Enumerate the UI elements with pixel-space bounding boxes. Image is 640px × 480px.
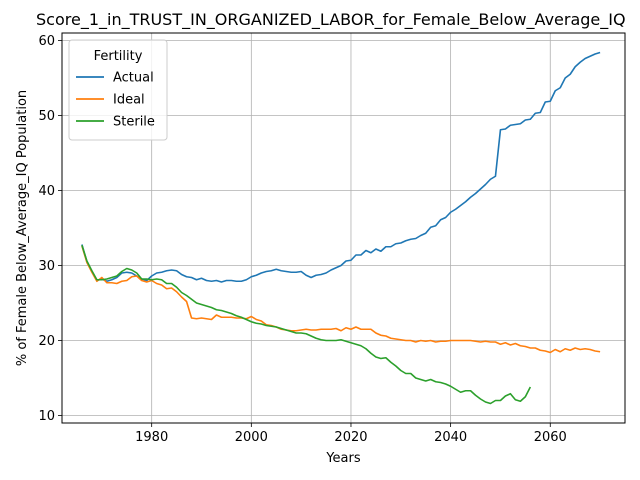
x-tick-label: 2000 xyxy=(235,430,268,445)
chart-title: Score_1_in_TRUST_IN_ORGANIZED_LABOR_for_… xyxy=(36,10,626,30)
y-tick-label: 30 xyxy=(38,259,55,274)
y-axis-label: % of Female Below_Average_IQ Population xyxy=(15,90,30,366)
legend: Fertility Actual Ideal Sterile xyxy=(69,40,167,140)
x-axis-label: Years xyxy=(325,451,361,466)
legend-title: Fertility xyxy=(94,49,143,64)
legend-label-ideal: Ideal xyxy=(113,93,145,108)
y-tick-label: 40 xyxy=(38,184,55,199)
x-tick-label: 2040 xyxy=(434,430,467,445)
y-tick-label: 60 xyxy=(38,34,55,49)
y-tick-label: 10 xyxy=(38,409,55,424)
legend-label-sterile: Sterile xyxy=(113,115,155,130)
y-tick-label: 20 xyxy=(38,334,55,349)
x-tick-label: 2020 xyxy=(334,430,367,445)
y-tick-label: 50 xyxy=(38,109,55,124)
legend-label-actual: Actual xyxy=(113,71,154,86)
series-line-ideal xyxy=(82,246,600,353)
x-tick-label: 2060 xyxy=(534,430,567,445)
series-line-sterile xyxy=(82,245,530,403)
x-tick-label: 1980 xyxy=(135,430,168,445)
